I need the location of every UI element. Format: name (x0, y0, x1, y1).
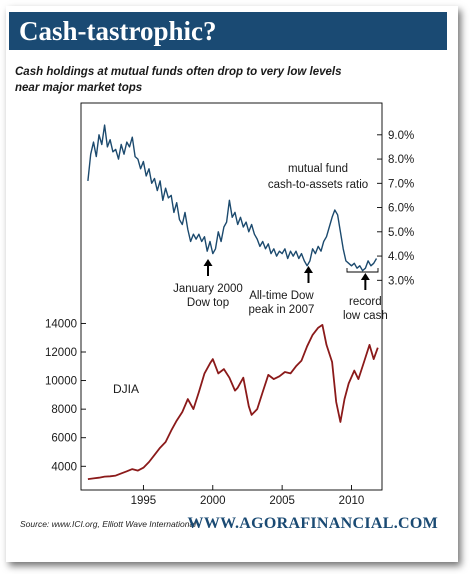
x-tick-label-2005: 2005 (269, 495, 295, 507)
arrow-dow2007-head (303, 266, 313, 273)
x-tick-label-2000: 2000 (200, 495, 226, 507)
arrow-jan2000-head (203, 259, 213, 266)
djia-tick-label-14000: 14000 (45, 318, 77, 330)
djia-tick-label-4000: 4000 (51, 461, 77, 473)
x-tick-label-2010: 2010 (339, 495, 365, 507)
cash-tick-label-3: 3.0% (388, 275, 414, 287)
djia-line (87, 323, 379, 480)
cash-tick-label-7: 7.0% (388, 178, 414, 190)
annotation-dow2007-line-2: peak in 2007 (249, 304, 315, 316)
cash-ratio-line (87, 124, 378, 272)
annotation-dow2007-line-1: All-time Dow (249, 290, 314, 302)
plot-frame (80, 102, 383, 491)
annotation-jan2000-line-2: Dow top (187, 297, 229, 309)
chart-subtitle: Cash holdings at mutual funds often drop… (15, 64, 435, 96)
x-tick-label-1995: 1995 (131, 495, 157, 507)
cash-tick-label-4: 4.0% (388, 251, 414, 263)
annotation-recordlow-line-2: low cash (343, 310, 388, 322)
djia-tick-label-10000: 10000 (45, 376, 77, 388)
arrow-recordlow-head (360, 273, 370, 280)
cash-tick-label-8: 8.0% (388, 154, 414, 166)
subtitle-line-1: Cash holdings at mutual funds often drop… (15, 66, 342, 78)
cash-series-label-line-2: cash-to-assets ratio (268, 179, 368, 191)
cash-tick-label-6: 6.0% (388, 203, 414, 215)
chart-title: Cash-tastrophic? (19, 16, 217, 46)
source-note: Source: www.ICI.org, Elliott Wave Intern… (20, 519, 197, 529)
title-banner: Cash-tastrophic? (9, 12, 447, 50)
annotation-recordlow-line-1: record (349, 296, 382, 308)
annotation-jan2000-line-1: January 2000 (173, 283, 243, 295)
cash-tick-label-5: 5.0% (388, 227, 414, 239)
subtitle-line-2: near major market tops (15, 82, 143, 94)
cash-series-label-line-1: mutual fund (288, 163, 348, 175)
record-low-bracket (346, 268, 379, 273)
djia-tick-label-8000: 8000 (51, 404, 77, 416)
cash-tick-label-9: 9.0% (388, 130, 414, 142)
djia-series-label: DJIA (113, 382, 139, 396)
djia-tick-label-6000: 6000 (51, 433, 77, 445)
brand-url: WWW.AGORAFINANCIAL.COM (187, 515, 438, 532)
djia-tick-label-12000: 12000 (45, 347, 77, 359)
